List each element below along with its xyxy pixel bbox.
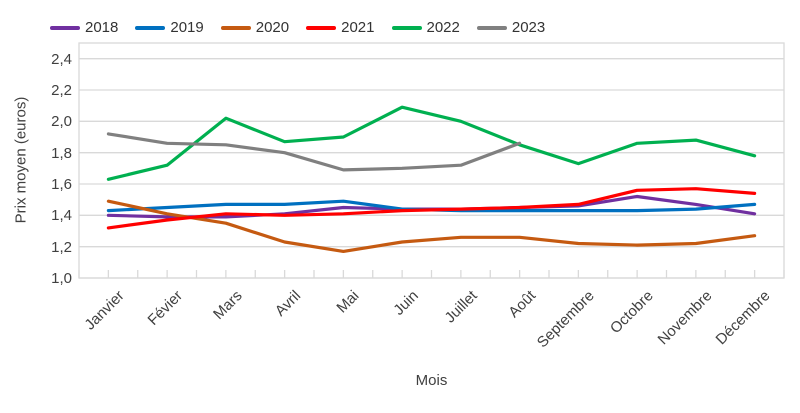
y-tick-label: 1,2 [51,238,72,256]
series-line-2022 [106,105,757,181]
legend-item-2020: 2020 [220,19,290,36]
legend-swatch-icon [391,25,422,30]
legend-swatch-icon [50,25,80,30]
legend-item-2021: 2021 [306,19,375,36]
y-tick-label: 2,4 [51,50,72,68]
legend-swatch-icon [135,25,166,30]
y-axis-title: Prix moyen (euros) [12,96,30,224]
series-line-2020 [106,199,757,253]
legend-label: 2018 [85,19,119,36]
legend-item-2019: 2019 [135,19,204,36]
y-tick-label: 2,0 [51,113,72,131]
legend-swatch-icon [476,25,507,30]
legend-label: 2023 [511,19,546,36]
legend-label: 2019 [170,19,204,36]
legend-item-2022: 2022 [391,19,460,36]
series-line-2023 [106,132,522,172]
x-axis-title: Mois [415,372,448,389]
series-line-2021 [106,187,757,230]
legend-item-2023: 2023 [476,19,546,36]
legend: 2018 2019 2020 2021 2022 2023 [50,20,545,35]
y-tick-label: 1,8 [51,144,72,162]
y-tick-label: 2,2 [51,82,72,99]
y-tick-label: 1,4 [51,207,72,225]
y-tick-label: 1,6 [51,176,72,193]
legend-label: 2022 [426,19,460,36]
legend-swatch-icon [306,25,337,30]
legend-item-2018: 2018 [50,20,118,35]
legend-label: 2020 [255,19,290,36]
legend-label: 2021 [341,19,375,36]
y-tick-label: 1,0 [51,270,72,287]
legend-swatch-icon [220,25,251,30]
